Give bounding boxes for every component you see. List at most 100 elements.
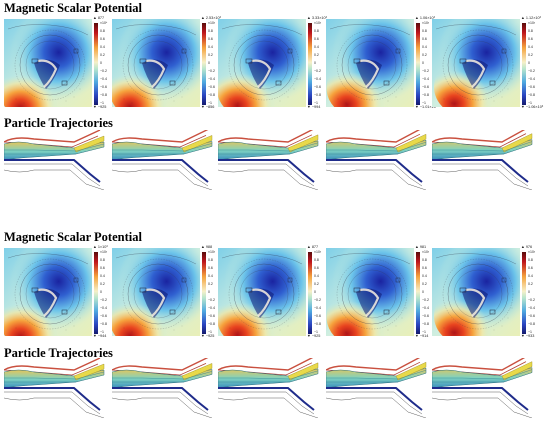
- colorbar-tick-label: −0.4: [528, 306, 535, 311]
- colorbar-min-label: ▼ −944: [93, 334, 107, 338]
- colorbar-min-label: ▼ −994: [307, 105, 321, 109]
- colorbar-max-label: ▲ 3.33×10³: [307, 16, 327, 20]
- colorbar-tick-label: 0.4: [100, 274, 105, 279]
- trajectory-panel-g2-4: [325, 355, 428, 419]
- colorbar-min-label: ▼ −925: [307, 334, 321, 338]
- colorbar-tick-label: −0.6: [422, 85, 429, 90]
- potential-heatmap: [4, 248, 92, 336]
- colorbar-tick-label: 0.6: [314, 266, 319, 271]
- colorbar-tick-label: 0.6: [208, 266, 213, 271]
- colorbar-tick-label: −0.2: [528, 298, 535, 303]
- colorbar-min-label: ▼ −925: [93, 105, 107, 109]
- colorbar-unit-label: ×10³: [422, 250, 430, 254]
- colorbar-tick-label: −0.4: [100, 77, 107, 82]
- colorbar-tick-label: −0.8: [528, 93, 535, 98]
- colorbar-tick-label: 0: [100, 290, 102, 295]
- colorbar-tick-label: 0.4: [422, 274, 427, 279]
- potential-heatmap: [112, 19, 200, 107]
- colorbar-tick-label: 0.4: [314, 45, 319, 50]
- colorbar-tick-label: −0.4: [422, 77, 429, 82]
- colorbar-tick-label: 0: [528, 61, 530, 66]
- potential-heatmap: [218, 19, 306, 107]
- potential-panel-g2-2: ▲ 988 ×10³ 0.8 0.6 0.4 0.2 0 −0.2 −0.4 −0.6 −0.8 −1…: [112, 245, 222, 342]
- colorbar-ticks: ×10³ 0.8 0.6 0.4 0.2 0 −0.2 −0.4 −0.6 −0.8 −1: [422, 250, 434, 335]
- colorbar-tick-label: 0: [208, 290, 210, 295]
- colorbar-tick-label: −0.6: [100, 314, 107, 319]
- potential-heatmap: [326, 248, 414, 336]
- colorbar-tick-label: −0.6: [528, 85, 535, 90]
- colorbar-tick-label: −0.4: [528, 77, 535, 82]
- potential-panel-g1-5: ▲ 1.12×10³ ×10³ 0.8 0.6 0.4 0.2 0 −0.2 −0.4 −0.6 −…: [432, 16, 543, 113]
- colorbar-tick-label: 0.2: [100, 53, 105, 58]
- colorbar-tick-label: −0.6: [314, 85, 321, 90]
- colorbar-tick-label: −0.2: [208, 69, 215, 74]
- colorbar-tick-label: −0.2: [208, 298, 215, 303]
- colorbar-unit-label: ×10³: [100, 250, 108, 254]
- colorbar-max-label: ▲ 976: [521, 245, 533, 249]
- colorbar: [202, 23, 206, 105]
- colorbar-ticks: ×10³ 0.8 0.6 0.4 0.2 0 −0.2 −0.4 −0.6 −0.8 −1: [422, 21, 434, 106]
- colorbar-tick-label: 0.4: [100, 45, 105, 50]
- colorbar-unit-label: ×10³: [528, 21, 536, 25]
- colorbar-tick-label: −0.8: [208, 93, 215, 98]
- colorbar-tick-label: −0.6: [208, 85, 215, 90]
- colorbar-tick-label: −0.4: [100, 306, 107, 311]
- colorbar: [202, 252, 206, 334]
- colorbar-tick-label: 0.6: [528, 37, 533, 42]
- potential-heatmap: [326, 19, 414, 107]
- colorbar-tick-label: −0.2: [422, 298, 429, 303]
- colorbar-tick-label: −0.8: [422, 93, 429, 98]
- trajectory-panel-g2-5: [431, 354, 534, 419]
- colorbar-min-label: ▼ −1.01×10³: [415, 105, 438, 109]
- colorbar-tick-label: −0.4: [208, 77, 215, 82]
- colorbar-ticks: ×10³ 0.8 0.6 0.4 0.2 0 −0.2 −0.4 −0.6 −0.8 −1: [528, 21, 540, 106]
- colorbar: [308, 23, 312, 105]
- colorbar-tick-label: −1: [100, 101, 104, 106]
- colorbar-tick-label: 0.8: [208, 258, 213, 263]
- colorbar-tick-label: 0.4: [528, 45, 533, 50]
- colorbar-tick-label: −0.6: [528, 314, 535, 319]
- colorbar-unit-label: ×10³: [314, 21, 322, 25]
- colorbar-tick-label: 0.6: [314, 37, 319, 42]
- potential-title-1: Magnetic Scalar Potential: [4, 1, 142, 15]
- colorbar-tick-label: 0.6: [100, 37, 105, 42]
- colorbar-tick-label: 0.6: [208, 37, 213, 42]
- colorbar-tick-label: 0.6: [528, 266, 533, 271]
- colorbar-ticks: ×10³ 0.8 0.6 0.4 0.2 0 −0.2 −0.4 −0.6 −0.8 −1: [314, 250, 326, 335]
- colorbar-tick-label: 0.4: [208, 45, 213, 50]
- colorbar-tick-label: 0.6: [100, 266, 105, 271]
- colorbar: [308, 252, 312, 334]
- colorbar-tick-label: −0.6: [100, 85, 107, 90]
- colorbar-tick-label: −0.2: [314, 298, 321, 303]
- colorbar-tick-label: 0.2: [528, 53, 533, 58]
- potential-heatmap: [218, 248, 306, 336]
- colorbar-min-label: ▼ −933: [521, 334, 535, 338]
- colorbar-tick-label: 0: [208, 61, 210, 66]
- colorbar-tick-label: 0.4: [314, 274, 319, 279]
- trajectory-panel-g1-3: [217, 128, 320, 191]
- colorbar-unit-label: ×10³: [208, 21, 216, 25]
- trajectory-panel-g1-4: [325, 127, 428, 191]
- colorbar-ticks: ×10⁴ 0.8 0.6 0.4 0.2 0 −0.2 −0.4 −0.6 −0.8 −1: [100, 21, 112, 106]
- colorbar-tick-label: −0.8: [208, 322, 215, 327]
- potential-panel-g1-1: ▲ 877 ×10⁴ 0.8 0.6 0.4 0.2 0 −0.2 −0.4 −0.6 −0.8 −1…: [4, 16, 114, 113]
- trajectory-title-1: Particle Trajectories: [4, 116, 113, 130]
- colorbar-tick-label: −0.2: [100, 69, 107, 74]
- colorbar: [522, 252, 526, 334]
- colorbar-tick-label: 0.8: [528, 258, 533, 263]
- colorbar-tick-label: 0.6: [422, 37, 427, 42]
- colorbar-tick-label: 0.2: [422, 282, 427, 287]
- colorbar-tick-label: −1: [208, 330, 212, 335]
- trajectory-panel-g2-1: [3, 357, 106, 419]
- colorbar-tick-label: −0.6: [208, 314, 215, 319]
- colorbar-ticks: ×10³ 0.8 0.6 0.4 0.2 0 −0.2 −0.4 −0.6 −0.8 −1: [208, 21, 220, 106]
- colorbar-tick-label: 0.2: [208, 53, 213, 58]
- colorbar-tick-label: −1: [314, 330, 318, 335]
- colorbar-ticks: ×10³ 0.8 0.6 0.4 0.2 0 −0.2 −0.4 −0.6 −0.8 −1: [528, 250, 540, 335]
- colorbar-tick-label: −0.4: [314, 77, 321, 82]
- colorbar-ticks: ×10³ 0.8 0.6 0.4 0.2 0 −0.2 −0.4 −0.6 −0.8 −1: [100, 250, 112, 335]
- potential-panel-g2-3: ▲ 877 ×10³ 0.8 0.6 0.4 0.2 0 −0.2 −0.4 −0.6 −0.8 −1…: [218, 245, 328, 342]
- colorbar-tick-label: −1: [528, 330, 532, 335]
- colorbar-tick-label: −0.8: [100, 93, 107, 98]
- potential-panel-g2-4: ▲ 981 ×10³ 0.8 0.6 0.4 0.2 0 −0.2 −0.4 −0.6 −0.8 −1…: [326, 245, 436, 342]
